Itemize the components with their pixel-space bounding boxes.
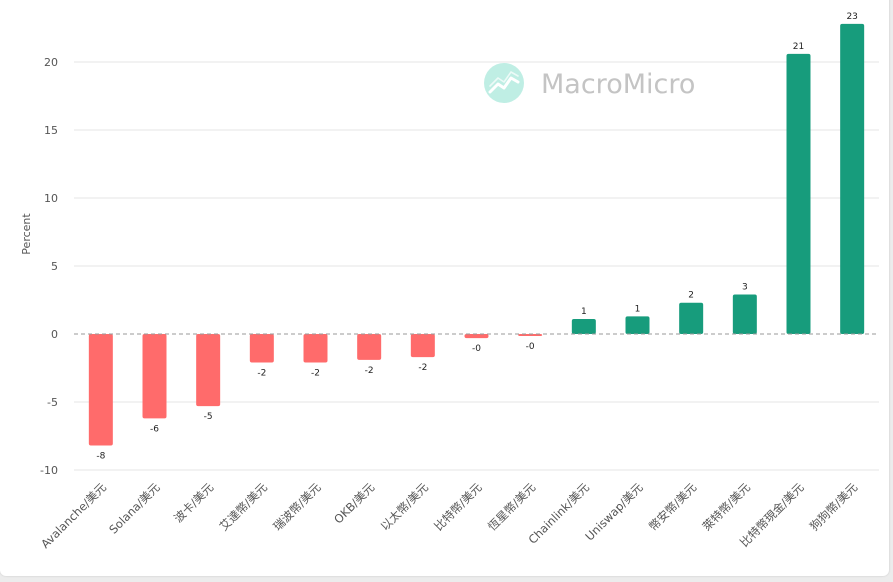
x-category-label: OKB/美元 (331, 480, 378, 527)
x-category-label: 波卡/美元 (171, 480, 217, 526)
y-tick-label: 0 (51, 328, 58, 341)
watermark: MacroMicro (484, 63, 695, 103)
data-label: -6 (150, 424, 159, 434)
x-category-label: 萊特幣/美元 (700, 480, 754, 534)
bar[interactable] (732, 294, 757, 334)
x-category-label: 幣安幣/美元 (646, 480, 700, 534)
y-tick-label: -10 (40, 464, 58, 477)
bar[interactable] (303, 334, 328, 363)
bar[interactable] (410, 334, 435, 358)
data-label: -0 (526, 342, 535, 352)
data-label: 2 (688, 291, 694, 301)
data-label: -2 (311, 369, 320, 379)
y-axis-ticks: -10 -5 0 5 10 15 20 25 (40, 0, 58, 477)
y-tick-label: -5 (47, 396, 58, 409)
x-category-label: Avalanche/美元 (38, 480, 109, 551)
bar[interactable] (196, 334, 221, 407)
bar[interactable] (625, 316, 650, 334)
y-tick-label: 25 (44, 0, 58, 1)
x-category-label: Uniswap/美元 (582, 480, 646, 544)
x-category-label: 恆星幣/美元 (485, 480, 539, 534)
y-tick-label: 20 (44, 56, 58, 69)
data-label: -8 (96, 452, 105, 462)
data-label: 3 (742, 283, 748, 293)
bar[interactable] (142, 334, 167, 419)
bar[interactable] (840, 23, 865, 334)
bar[interactable] (464, 334, 489, 339)
y-tick-label: 15 (44, 124, 58, 137)
bar[interactable] (357, 334, 382, 360)
bar[interactable] (571, 319, 596, 334)
data-label: 1 (635, 304, 641, 314)
data-label: -2 (418, 363, 427, 373)
x-category-label: 狗狗幣/美元 (807, 480, 861, 534)
watermark-text: MacroMicro (541, 69, 695, 100)
bar[interactable] (786, 53, 811, 335)
y-tick-label: 5 (51, 260, 58, 273)
data-label: 21 (793, 42, 804, 52)
bar[interactable] (249, 334, 274, 363)
bars (88, 23, 865, 446)
x-category-label: 瑞波幣/美元 (270, 480, 324, 534)
bar[interactable] (88, 334, 113, 446)
grid-lines (74, 61, 879, 471)
x-category-label: 以太幣/美元 (378, 480, 432, 534)
macromicro-logo-icon (484, 63, 524, 103)
data-label: 1 (581, 307, 587, 317)
x-category-label: 艾達幣/美元 (217, 480, 271, 534)
data-label: -2 (365, 366, 374, 376)
data-label: -0 (472, 344, 481, 354)
bar[interactable] (679, 302, 704, 334)
y-axis-label: Percent (20, 213, 33, 255)
data-label: -5 (204, 412, 213, 422)
data-label: -2 (257, 369, 266, 379)
data-label: 23 (846, 12, 857, 22)
y-tick-label: 10 (44, 192, 58, 205)
x-category-label: 比特幣/美元 (431, 480, 485, 534)
bar[interactable] (518, 334, 543, 337)
x-category-label: Solana/美元 (106, 480, 163, 537)
